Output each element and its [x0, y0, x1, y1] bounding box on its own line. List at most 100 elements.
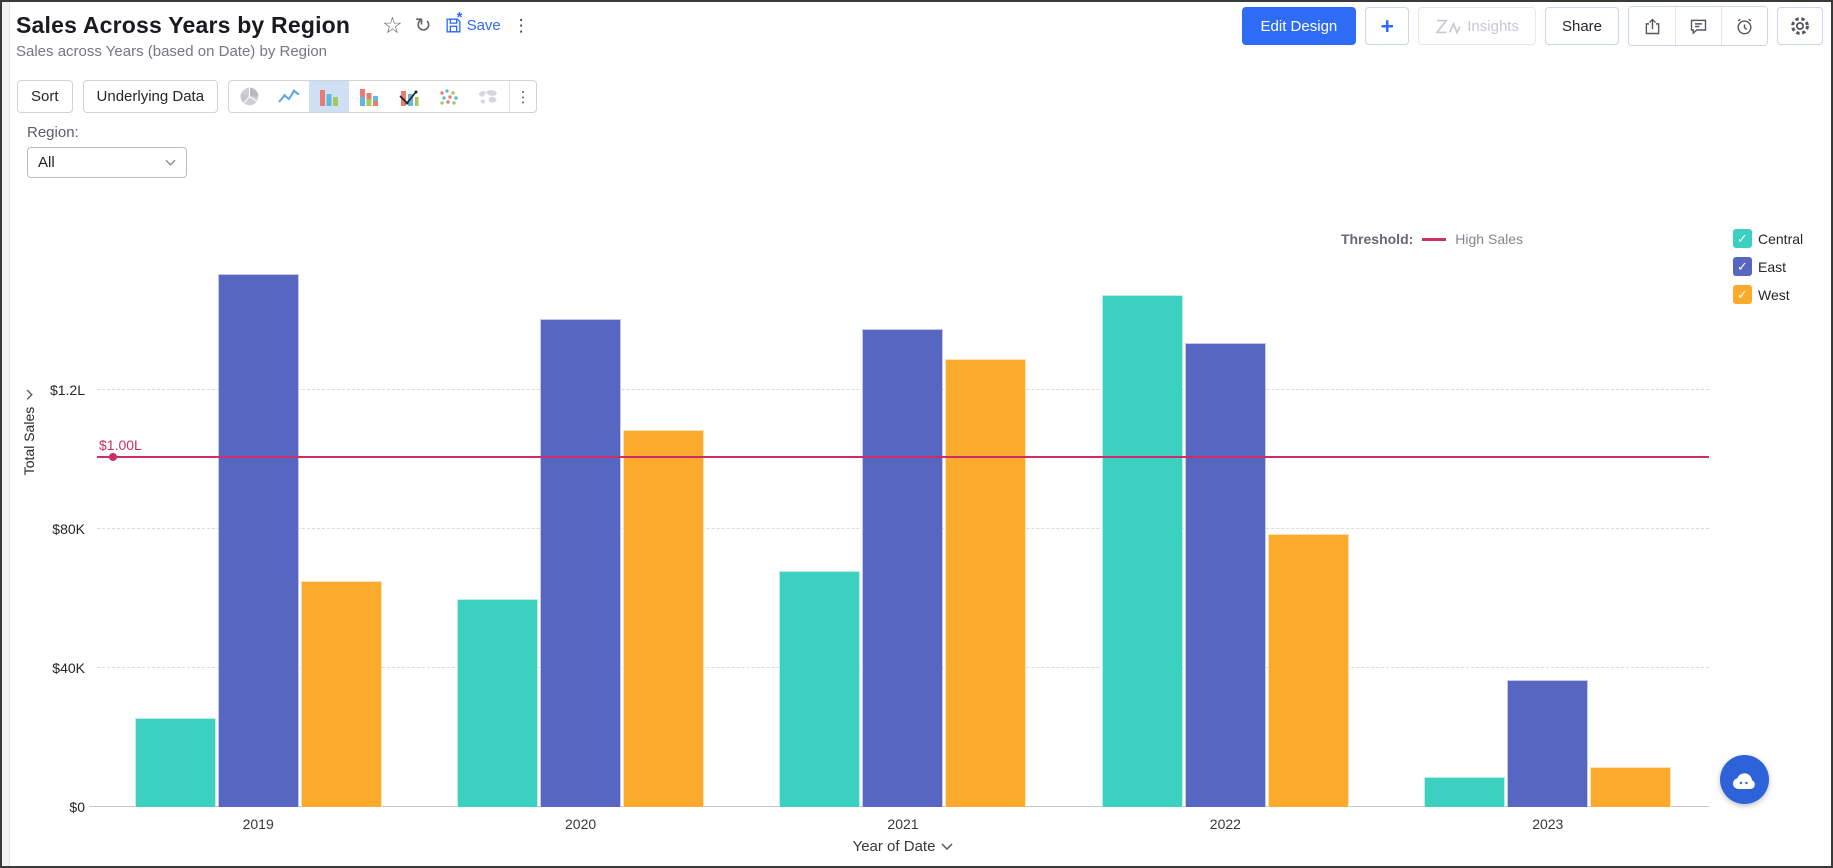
page-subtitle: Sales across Years (based on Date) by Re… — [16, 43, 328, 60]
save-label: Save — [466, 17, 501, 34]
scatter-chart-icon[interactable] — [429, 81, 469, 112]
gear-icon — [1791, 17, 1809, 35]
kebab-menu-icon[interactable]: ⋮ — [512, 16, 530, 35]
line-chart-icon[interactable] — [269, 81, 309, 112]
threshold-legend: Threshold: High Sales — [1341, 231, 1523, 247]
legend-item-west[interactable]: ✓ West — [1733, 285, 1803, 304]
x-axis-title[interactable]: Year of Date — [97, 838, 1709, 855]
more-chart-types-icon[interactable]: ⋮ — [515, 88, 531, 106]
chart-toolbar: Sort Underlying Data ⋮ — [17, 80, 538, 113]
bar-west-2020[interactable] — [623, 430, 705, 807]
favorite-star-icon[interactable]: ☆ — [382, 12, 403, 38]
zia-insights-button[interactable]: Insights — [1418, 7, 1536, 45]
bar-group-2021: 2021 — [742, 227, 1064, 832]
y-axis-title[interactable]: Total Sales — [21, 389, 37, 475]
export-icon — [1645, 18, 1659, 34]
x-axis-chevron-icon — [941, 843, 953, 850]
toolbar-divider — [509, 81, 511, 112]
pie-chart-icon[interactable] — [229, 81, 269, 112]
unsaved-indicator: * — [456, 9, 463, 26]
combo-chart-icon[interactable] — [389, 81, 429, 112]
underlying-data-button[interactable]: Underlying Data — [82, 80, 219, 113]
insights-label: Insights — [1467, 17, 1519, 35]
bar-east-2020[interactable] — [540, 319, 622, 807]
region-filter: Region: All — [27, 124, 187, 178]
bar-central-2019[interactable] — [134, 718, 216, 807]
legend-checkbox-east[interactable]: ✓ — [1733, 257, 1752, 276]
region-select-value: All — [38, 154, 55, 171]
x-tick-label: 2022 — [1209, 816, 1241, 832]
edit-design-button[interactable]: Edit Design — [1241, 7, 1357, 45]
zia-icon — [1435, 19, 1461, 35]
legend-label: Central — [1758, 230, 1804, 247]
threshold-name: High Sales — [1455, 231, 1523, 247]
bar-group-2020: 2020 — [419, 227, 741, 832]
x-axis-title-label: Year of Date — [852, 838, 936, 855]
assistant-cloud-icon — [1732, 772, 1755, 789]
alarm-clock-icon — [1737, 18, 1752, 34]
region-filter-label: Region: — [27, 124, 79, 141]
y-tick-label: $80K — [52, 521, 85, 538]
y-tick-label: $1.2L — [49, 382, 85, 399]
save-icon — [446, 18, 461, 33]
y-axis-chevron-icon — [26, 389, 33, 400]
chart-type-strip: ⋮ — [228, 80, 538, 113]
bar-east-2022[interactable] — [1184, 343, 1266, 807]
legend-label: East — [1758, 258, 1787, 275]
assistant-chat-button[interactable] — [1720, 755, 1769, 804]
series-legend: ✓ Central ✓ East ✓ West — [1733, 229, 1803, 304]
column-chart-icon[interactable] — [309, 81, 350, 112]
header-icon-group — [1628, 6, 1768, 46]
threshold-line-swatch — [1422, 237, 1447, 241]
chevron-down-icon — [165, 159, 176, 166]
threshold-value-label: $1.00L — [99, 437, 142, 454]
bar-east-2023[interactable] — [1507, 680, 1589, 807]
stacked-column-chart-icon[interactable] — [349, 81, 389, 112]
threshold-line: $1.00L — [97, 437, 1709, 462]
x-tick-label: 2020 — [565, 816, 597, 832]
add-button[interactable]: + — [1365, 7, 1410, 45]
page-title: Sales Across Years by Region — [16, 12, 351, 38]
legend-label: West — [1758, 286, 1790, 303]
bar-central-2020[interactable] — [457, 599, 539, 807]
plot-area: $0 $40K $80K $1.2L 2019 2020 2021 2022 2023 $1.00… — [50, 227, 1709, 832]
comment-button[interactable] — [1675, 7, 1721, 45]
bar-west-2019[interactable] — [300, 581, 382, 807]
top-actions: Edit Design + Insights Share — [1241, 6, 1823, 46]
share-button[interactable]: Share — [1544, 7, 1619, 45]
legend-item-east[interactable]: ✓ East — [1733, 257, 1803, 276]
legend-checkbox-west[interactable]: ✓ — [1733, 285, 1752, 304]
bar-group-2022: 2022 — [1064, 227, 1386, 832]
y-tick-label: $40K — [52, 660, 85, 677]
legend-item-central[interactable]: ✓ Central — [1733, 229, 1803, 248]
alert-schedule-button[interactable] — [1721, 7, 1767, 45]
refresh-icon[interactable]: ↻ — [414, 14, 432, 37]
x-tick-label: 2019 — [242, 816, 274, 832]
bar-central-2023[interactable] — [1424, 777, 1506, 807]
threshold-legend-label: Threshold: — [1340, 231, 1414, 247]
save-button[interactable]: * Save — [444, 9, 501, 35]
x-tick-label: 2023 — [1532, 816, 1564, 832]
y-axis-title-label: Total Sales — [21, 406, 37, 476]
bar-group-2019: 2019 — [97, 227, 419, 832]
header: Sales Across Years by Region ☆ ↻ * Save … — [16, 9, 1811, 74]
bar-group-2023: 2023 — [1387, 227, 1709, 832]
legend-checkbox-central[interactable]: ✓ — [1733, 229, 1752, 248]
comment-icon — [1690, 19, 1707, 35]
bar-west-2021[interactable] — [945, 359, 1027, 807]
bar-west-2022[interactable] — [1267, 534, 1349, 807]
threshold-dot — [109, 453, 117, 462]
left-edge-panel — [2, 2, 10, 866]
y-tick-label: $0 — [69, 799, 85, 815]
settings-button[interactable] — [1777, 7, 1823, 45]
bar-central-2022[interactable] — [1101, 295, 1183, 807]
export-button[interactable] — [1629, 7, 1675, 45]
region-select[interactable]: All — [27, 147, 187, 178]
bar-west-2023[interactable] — [1590, 767, 1672, 807]
bar-central-2021[interactable] — [779, 571, 861, 807]
sort-button[interactable]: Sort — [17, 80, 73, 113]
x-tick-label: 2021 — [887, 816, 919, 832]
bar-east-2021[interactable] — [862, 329, 944, 807]
map-chart-icon[interactable] — [469, 81, 509, 112]
bar-east-2019[interactable] — [217, 274, 299, 807]
